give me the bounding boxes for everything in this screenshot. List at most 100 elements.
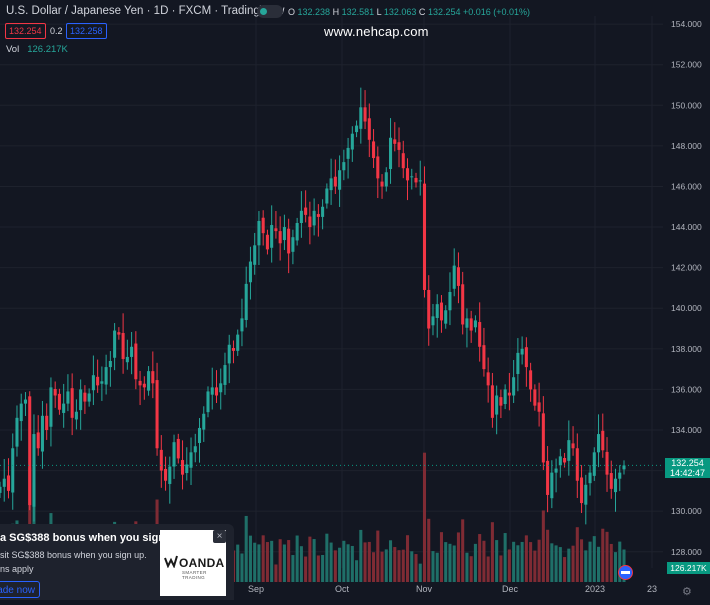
- promo-banner[interactable]: a SG$388 bonus when you sign up. sit SG$…: [0, 524, 234, 600]
- volume-bar: [588, 541, 592, 582]
- volume-bar: [414, 554, 418, 582]
- candle-body: [227, 344, 231, 364]
- candle-body: [261, 217, 265, 234]
- candle-body: [431, 316, 435, 326]
- buy-button[interactable]: 132.258: [66, 23, 107, 39]
- volume-bar: [550, 543, 554, 582]
- candle-body: [274, 228, 278, 232]
- y-tick-label: 154.000: [671, 19, 702, 29]
- candle-body: [325, 188, 329, 204]
- volume-bar: [597, 546, 601, 582]
- candle-body: [164, 468, 168, 481]
- volume-bar: [380, 551, 384, 582]
- volume-bar: [546, 529, 550, 582]
- candle-body: [427, 289, 431, 329]
- last-price-value: 132.254: [671, 458, 704, 469]
- candle-body: [461, 284, 465, 325]
- volume-bar: [575, 527, 579, 582]
- symbol-title-text: U.S. Dollar / Japanese Yen · 1D · FXCM ·…: [6, 5, 285, 17]
- market-status-toggle[interactable]: [257, 5, 283, 18]
- x-tick-label: 23: [647, 584, 657, 594]
- volume-bar: [316, 555, 320, 582]
- candle-body: [571, 443, 575, 449]
- candle-body: [533, 389, 537, 406]
- gear-icon[interactable]: ⚙: [682, 586, 692, 598]
- volume-bar: [486, 556, 490, 582]
- volume-legend[interactable]: Vol 126.217K: [6, 44, 68, 55]
- y-tick-label: 138.000: [671, 344, 702, 354]
- market-open-dot: [260, 8, 267, 15]
- y-tick-label: 150.000: [671, 100, 702, 110]
- candle-body: [299, 210, 303, 223]
- candle-body: [469, 318, 473, 331]
- candle-body: [601, 430, 605, 451]
- volume-bar: [495, 540, 499, 582]
- volume-bar: [304, 556, 308, 582]
- volume-bar: [278, 539, 282, 582]
- candle-body: [439, 302, 443, 321]
- volume-bar: [520, 541, 524, 582]
- volume-bar: [507, 549, 511, 582]
- candle-body: [57, 393, 61, 410]
- candle-body: [159, 449, 163, 471]
- candle-body: [189, 452, 193, 468]
- us-flag-icon[interactable]: [618, 565, 633, 580]
- candle-body: [79, 389, 83, 411]
- candle-body: [287, 228, 291, 254]
- x-axis[interactable]: Sep Oct Nov Dec 2023 23: [248, 584, 657, 594]
- sell-button[interactable]: 132.254: [5, 23, 46, 39]
- candle-body: [240, 318, 244, 332]
- candle-body: [36, 432, 40, 449]
- candle-body: [422, 183, 427, 290]
- volume-bar: [253, 542, 257, 582]
- volume-bar: [478, 534, 482, 582]
- promo-body: sit SG$388 bonus when you sign up.: [0, 550, 147, 560]
- volume-bar: [482, 540, 486, 582]
- watermark: www.nehcap.com: [324, 24, 429, 39]
- candle-body: [108, 361, 112, 368]
- volume-bar: [418, 563, 422, 582]
- symbol-title[interactable]: U.S. Dollar / Japanese Yen · 1D · FXCM ·…: [6, 5, 284, 17]
- volume-bar: [516, 545, 520, 582]
- candle-body: [87, 393, 91, 402]
- candle-body: [405, 168, 410, 181]
- candle-body: [231, 348, 235, 351]
- candle-body: [214, 387, 219, 396]
- candle-body: [316, 214, 320, 217]
- close-icon[interactable]: ×: [213, 530, 226, 543]
- candle-body: [219, 383, 223, 393]
- candle-body: [134, 343, 138, 380]
- candle-body: [524, 347, 528, 368]
- volume-bar: [558, 547, 562, 582]
- candle-body: [244, 283, 248, 321]
- candle-body: [346, 147, 350, 159]
- volume-bar: [456, 532, 460, 582]
- candle-body: [490, 385, 494, 418]
- candle-body: [592, 452, 596, 476]
- candle-body: [414, 177, 418, 183]
- candle-body: [329, 178, 333, 191]
- candle-body: [151, 371, 155, 384]
- volume-bar: [397, 550, 401, 582]
- candle-body: [15, 417, 19, 447]
- volume-bar: [405, 535, 410, 582]
- candle-body: [295, 223, 299, 241]
- candle-body: [363, 107, 367, 122]
- candle-body: [359, 107, 363, 129]
- candle-body: [28, 396, 32, 506]
- volume-bar: [325, 533, 329, 582]
- x-tick-label: Sep: [248, 584, 264, 594]
- volume-bar: [444, 542, 448, 582]
- volume-bar: [529, 542, 533, 582]
- grid: [0, 16, 663, 568]
- candle-body: [291, 237, 295, 252]
- volume-bar: [257, 544, 261, 582]
- volume-bar: [287, 540, 291, 582]
- brand-name: OANDA: [179, 556, 225, 570]
- candle-body: [520, 348, 524, 355]
- candle-body: [418, 180, 422, 182]
- trade-now-button[interactable]: ade now: [0, 581, 40, 598]
- candle-body: [312, 210, 316, 226]
